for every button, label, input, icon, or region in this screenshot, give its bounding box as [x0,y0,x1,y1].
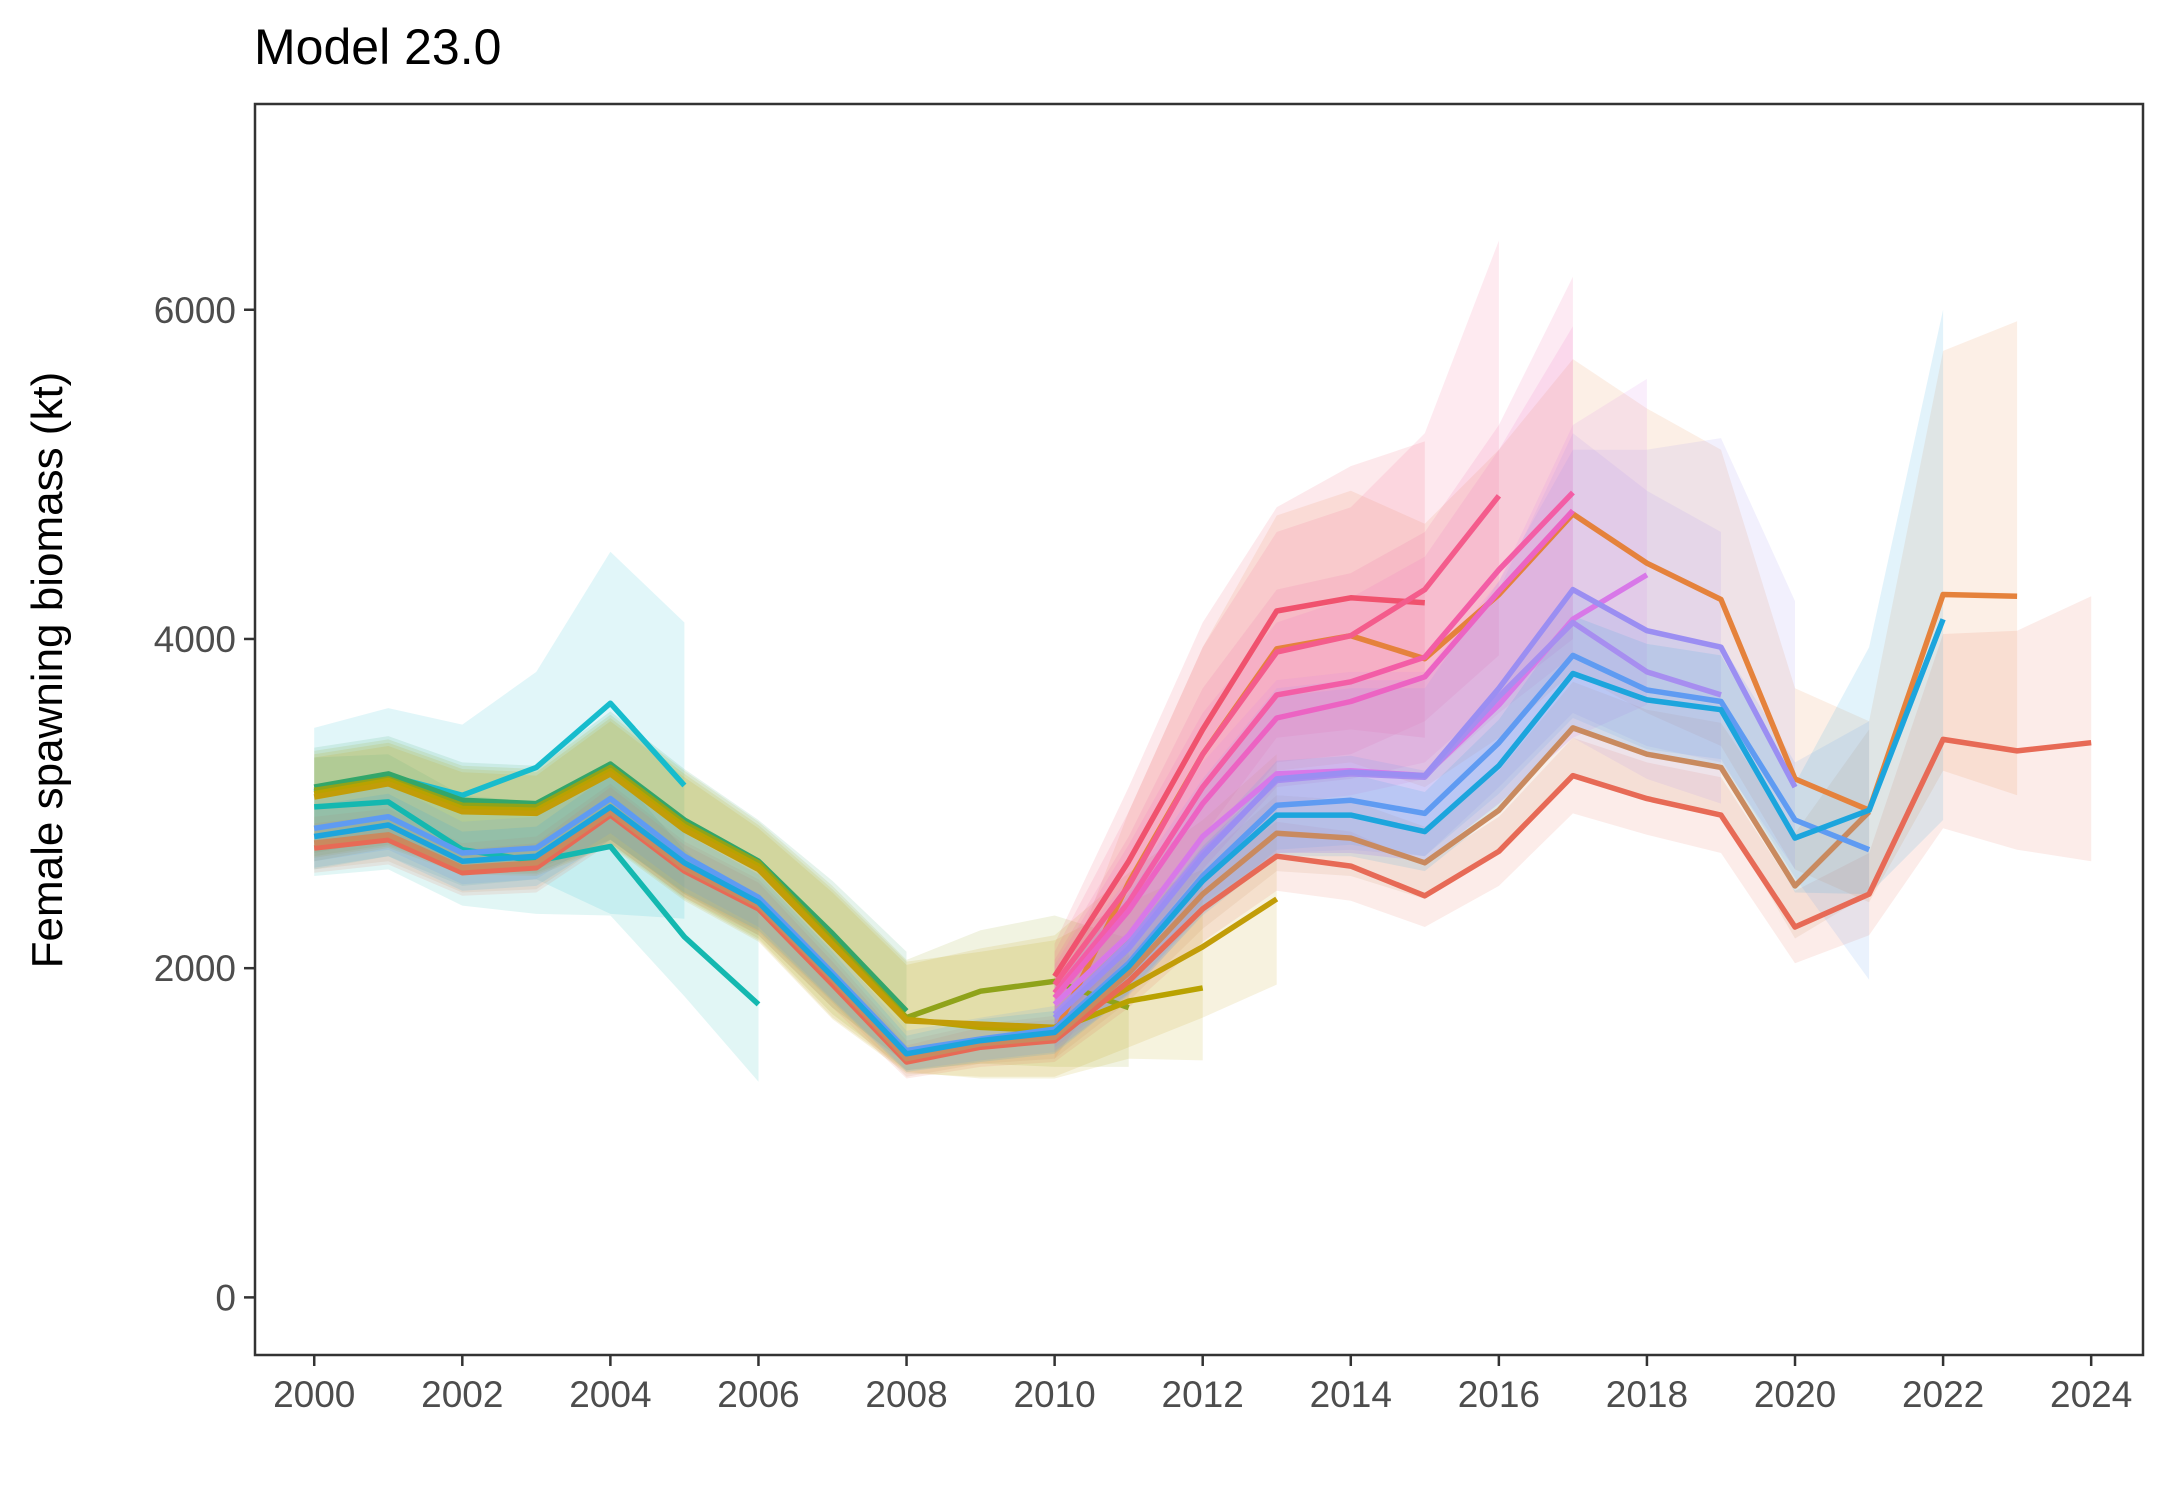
x-tick-label: 2002 [421,1374,503,1415]
y-axis-title: Female spawning biomass (kt) [23,372,72,969]
y-tick-label: 6000 [154,290,236,331]
x-tick-label: 2012 [1162,1374,1244,1415]
x-axis: 2000 2002 2004 2006 2008 2010 2012 2014 2016 2018… [273,1355,2132,1415]
series-13-line [1052,508,1575,1000]
y-axis: 0 2000 4000 6000 [154,290,255,1318]
x-tick-label: 2010 [1013,1374,1095,1415]
confidence-bands [314,240,2092,1082]
x-tick-label: 2016 [1458,1374,1540,1415]
series-10-line [1052,595,1425,978]
series-4-line [313,764,1130,1021]
series-16-line [1052,586,1798,1020]
y-tick-label: 2000 [154,948,236,989]
plot-panel-border [253,102,2145,1357]
series-lines [313,490,2092,1065]
x-tick-label: 2024 [2050,1374,2132,1415]
x-tick-label: 2018 [1606,1374,1688,1415]
x-tick-label: 2022 [1902,1374,1984,1415]
series-12-band [1054,276,1573,1034]
x-tick-label: 2004 [569,1374,651,1415]
series-8-line [313,725,1872,1062]
series-11-band [1054,240,1499,1026]
x-tick-label: 2020 [1754,1374,1836,1415]
series-9-band [1054,321,2018,1059]
series-18-line [313,618,1946,1057]
chart-title: Model 23.0 [254,19,501,75]
x-tick-label: 2000 [273,1374,355,1415]
x-tick-label: 2014 [1310,1374,1392,1415]
series-16-band [1054,438,1795,1051]
y-tick-label: 4000 [154,619,236,660]
series-11-line [1052,494,1502,987]
y-tick-label: 0 [215,1277,236,1318]
series-3-line [313,761,909,1013]
x-tick-label: 2006 [717,1374,799,1415]
x-tick-label: 2008 [865,1374,947,1415]
series-12-line [1052,490,1575,995]
